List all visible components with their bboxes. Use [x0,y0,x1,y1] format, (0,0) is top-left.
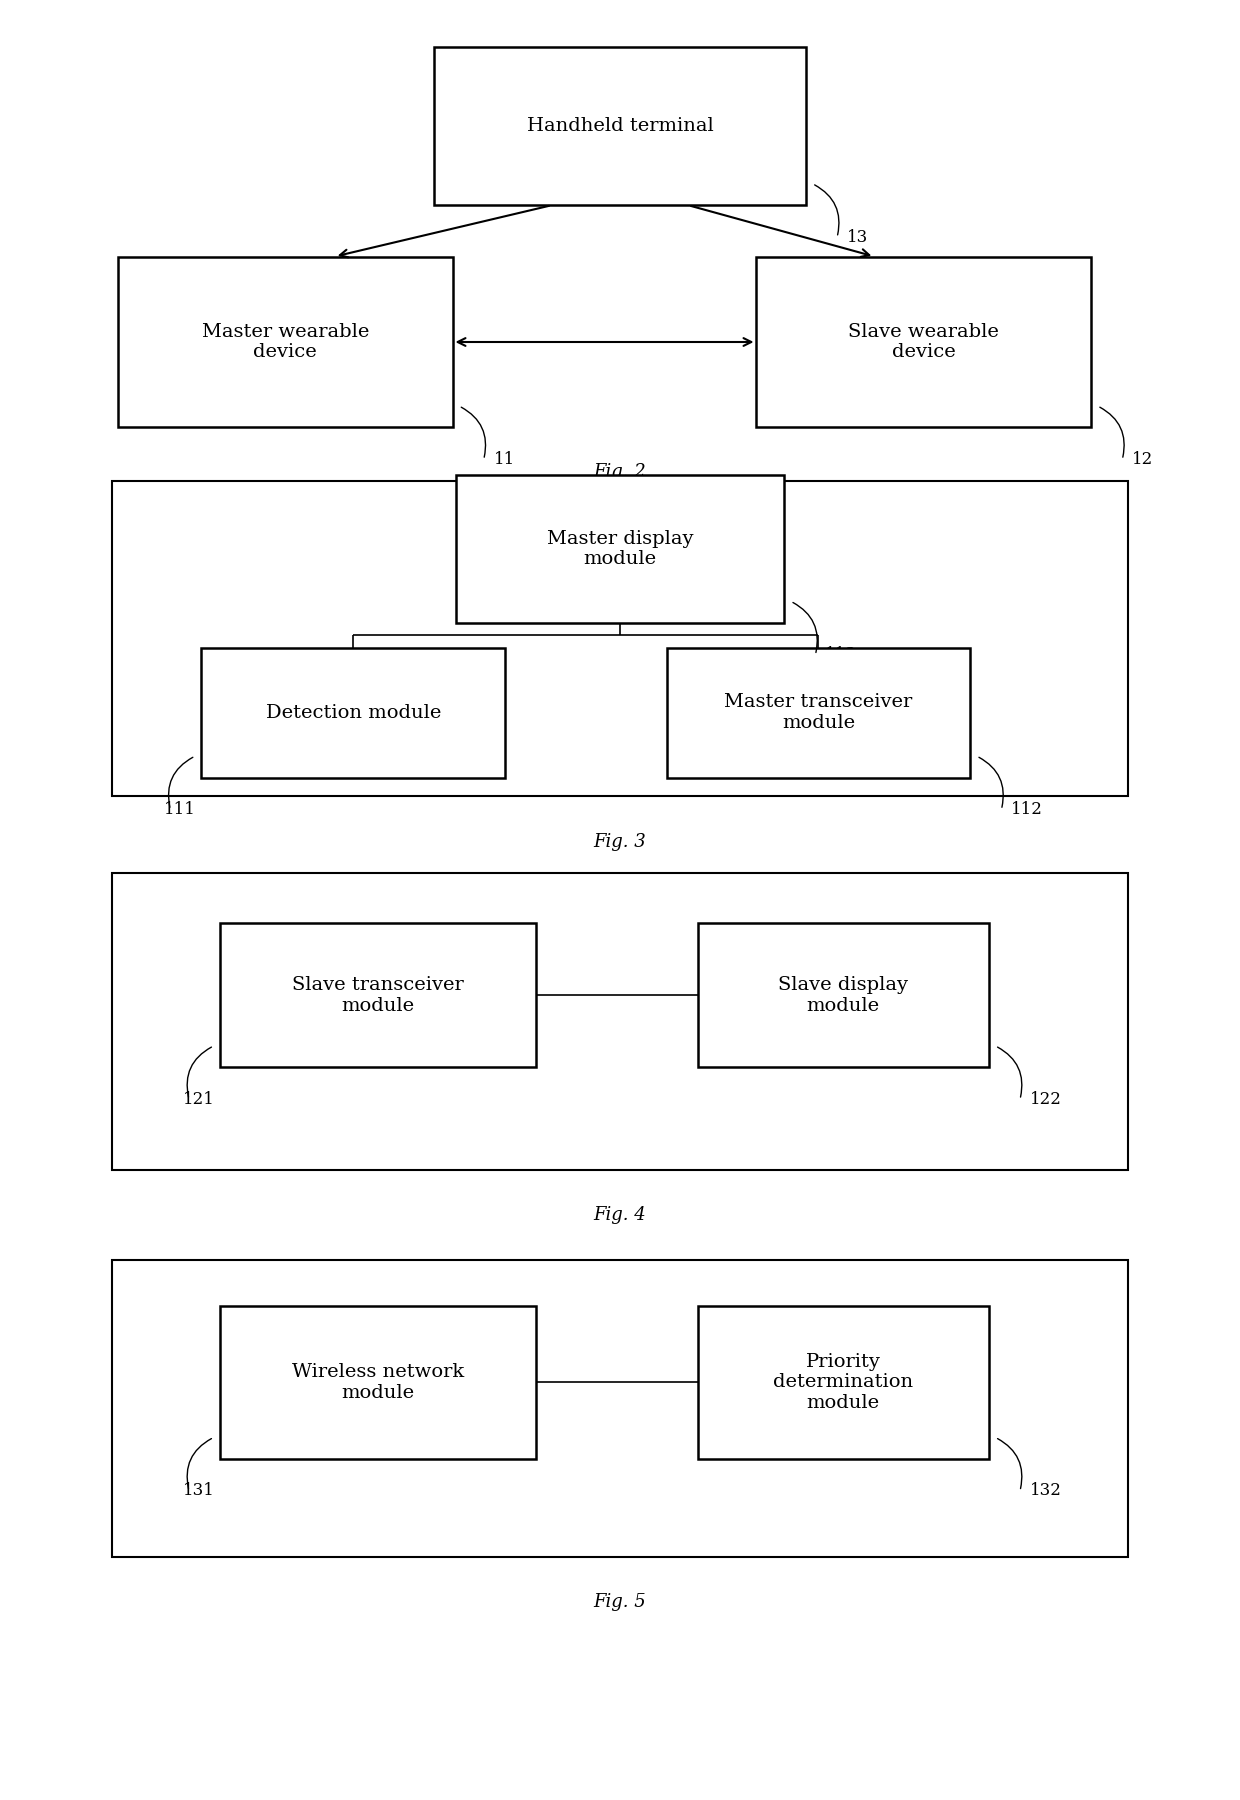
FancyBboxPatch shape [756,256,1091,427]
Text: 11: 11 [494,450,515,468]
FancyBboxPatch shape [112,481,1128,796]
Text: 12: 12 [1132,450,1153,468]
Text: Priority
determination
module: Priority determination module [773,1352,914,1413]
Text: Master wearable
device: Master wearable device [202,322,368,362]
Text: Wireless network
module: Wireless network module [293,1363,464,1402]
Text: 112: 112 [1012,801,1043,817]
Text: 13: 13 [847,229,868,245]
Text: Slave wearable
device: Slave wearable device [848,322,999,362]
Text: Fig. 3: Fig. 3 [594,833,646,851]
Text: 113: 113 [826,646,857,662]
FancyBboxPatch shape [118,256,453,427]
FancyBboxPatch shape [434,47,806,205]
FancyBboxPatch shape [201,648,506,778]
Text: 111: 111 [164,801,196,817]
Text: Fig. 2: Fig. 2 [594,463,646,481]
FancyBboxPatch shape [221,923,536,1067]
FancyBboxPatch shape [112,1260,1128,1557]
FancyBboxPatch shape [697,923,990,1067]
Text: Detection module: Detection module [265,704,441,722]
Text: 121: 121 [184,1091,215,1107]
Text: 122: 122 [1030,1091,1061,1107]
FancyBboxPatch shape [112,873,1128,1170]
Text: 132: 132 [1030,1483,1061,1499]
Text: Slave display
module: Slave display module [779,976,908,1015]
Text: Master display
module: Master display module [547,529,693,569]
Text: Master transceiver
module: Master transceiver module [724,693,913,733]
FancyBboxPatch shape [667,648,971,778]
Text: 131: 131 [184,1483,215,1499]
FancyBboxPatch shape [221,1307,536,1458]
FancyBboxPatch shape [456,475,785,623]
Text: Fig. 5: Fig. 5 [594,1593,646,1611]
Text: Fig. 4: Fig. 4 [594,1206,646,1224]
FancyBboxPatch shape [697,1307,990,1458]
Text: Handheld terminal: Handheld terminal [527,117,713,135]
Text: Slave transceiver
module: Slave transceiver module [293,976,464,1015]
